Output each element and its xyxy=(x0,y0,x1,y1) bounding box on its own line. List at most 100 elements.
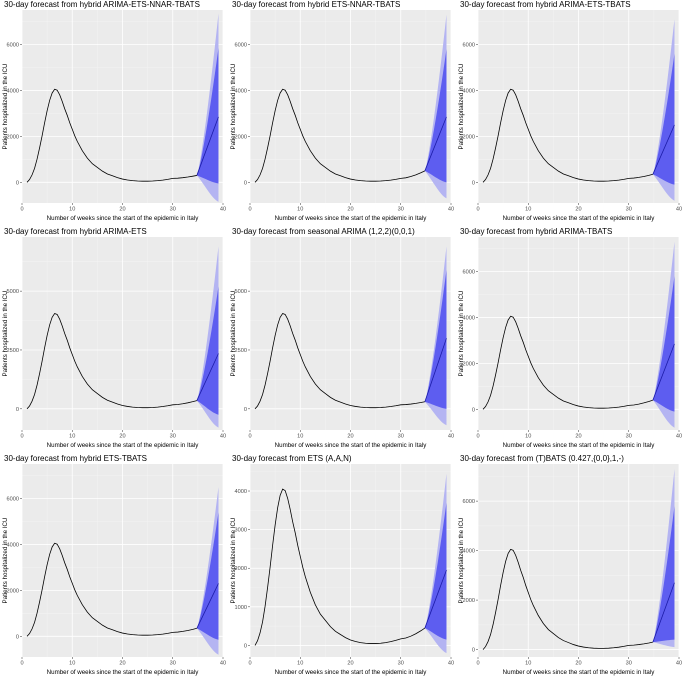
x-tick-label: 20 xyxy=(347,434,353,440)
x-tick-label: 10 xyxy=(297,434,303,440)
y-tick-label: 0 xyxy=(16,180,19,186)
x-tick-label: 0 xyxy=(476,434,479,440)
forecast-plot: 0 10 20 30 40 0 2500 5000 30-day forecast from h… xyxy=(2,227,226,449)
y-tick-label: 4000 xyxy=(235,88,247,94)
forecast-mean-line xyxy=(652,124,675,175)
y-tick-label: 0 xyxy=(244,180,247,186)
x-tick-label: 0 xyxy=(476,661,479,667)
x-tick-label: 40 xyxy=(448,207,454,213)
forecast-plot: 0 10 20 30 40 0 1000 2000 3000 4000 30-day forecas… xyxy=(230,454,454,676)
forecast-panel: 0 10 20 30 40 0 2500 5000 30-day forecast from s… xyxy=(228,227,456,454)
x-tick-label: 20 xyxy=(575,207,581,213)
y-tick-label: 2000 xyxy=(463,134,475,140)
history-line xyxy=(482,548,653,650)
x-axis-label: Number of weeks since the start of the e… xyxy=(275,669,428,676)
forecast-mean-line xyxy=(196,353,219,401)
y-tick-label: 4000 xyxy=(235,489,247,495)
x-tick-label: 10 xyxy=(69,661,75,667)
x-tick-label: 40 xyxy=(220,207,226,213)
x-tick-label: 0 xyxy=(20,661,23,667)
x-tick-label: 30 xyxy=(170,207,176,213)
y-axis-label: Patients hospitalized in the ICU xyxy=(230,64,237,150)
x-tick-label: 40 xyxy=(676,434,682,440)
forecast-panel: 0 10 20 30 40 0 2000 4000 6000 30-day forecast fr… xyxy=(0,0,228,227)
y-tick-label: 4000 xyxy=(463,315,475,321)
forecast-plot: 0 10 20 30 40 0 2500 5000 30-day forecast from s… xyxy=(230,227,454,449)
panel-title: 30-day forecast from (T)BATS (0.427,{0,0… xyxy=(460,454,624,463)
x-tick-label: 40 xyxy=(676,661,682,667)
forecast-plot: 0 10 20 30 40 0 2000 4000 6000 30-day forecast fr… xyxy=(2,0,226,222)
panel-title: 30-day forecast from seasonal ARIMA (1,2… xyxy=(232,227,415,236)
history-line xyxy=(254,488,426,646)
x-axis-label: Number of weeks since the start of the e… xyxy=(275,215,428,222)
x-tick-label: 20 xyxy=(575,661,581,667)
forecast-panel: 0 10 20 30 40 0 2000 4000 6000 30-day forecast fr… xyxy=(228,0,456,227)
x-tick-label: 30 xyxy=(626,207,632,213)
y-tick-label: 4000 xyxy=(7,88,19,94)
panel-title: 30-day forecast from ETS (A,A,N) xyxy=(232,454,352,463)
panel-title: 30-day forecast from hybrid ARIMA-ETS-NN… xyxy=(4,0,200,9)
forecast-plot: 0 10 20 30 40 0 2000 4000 6000 30-day forecast fr… xyxy=(2,454,226,676)
x-tick-label: 0 xyxy=(20,434,23,440)
y-axis-label: Patients hospitalized in the ICU xyxy=(2,64,9,150)
x-tick-label: 20 xyxy=(575,434,581,440)
x-tick-label: 40 xyxy=(220,434,226,440)
ci80-band xyxy=(652,53,675,185)
x-tick-label: 10 xyxy=(297,661,303,667)
x-tick-label: 10 xyxy=(69,434,75,440)
forecast-panel: 0 10 20 30 40 0 1000 2000 3000 4000 30-day forecas… xyxy=(228,454,456,681)
x-tick-label: 0 xyxy=(248,661,251,667)
y-axis-label: Patients hospitalized in the ICU xyxy=(230,518,237,604)
forecast-plot: 0 10 20 30 40 0 2000 4000 6000 30-day forecast fr… xyxy=(458,454,682,676)
x-tick-label: 0 xyxy=(476,207,479,213)
y-tick-label: 5000 xyxy=(7,289,19,295)
y-tick-label: 0 xyxy=(244,643,247,649)
x-tick-label: 40 xyxy=(448,661,454,667)
y-tick-label: 4000 xyxy=(7,542,19,548)
x-axis-label: Number of weeks since the start of the e… xyxy=(47,669,200,676)
y-tick-label: 0 xyxy=(472,180,475,186)
forecast-panel: 0 10 20 30 40 0 2000 4000 6000 30-day forecast fr… xyxy=(456,454,684,681)
x-tick-label: 30 xyxy=(626,434,632,440)
y-tick-label: 2000 xyxy=(7,588,19,594)
y-tick-label: 6000 xyxy=(7,42,19,48)
forecast-mean-line xyxy=(196,116,219,176)
ci80-band xyxy=(652,276,675,412)
x-tick-label: 20 xyxy=(119,661,125,667)
forecast-panel: 0 10 20 30 40 0 2000 4000 6000 30-day forecast fr… xyxy=(0,454,228,681)
y-tick-label: 0 xyxy=(16,634,19,640)
y-axis-label: Patients hospitalized in the ICU xyxy=(230,291,237,377)
y-tick-label: 6000 xyxy=(7,496,19,502)
panel-title: 30-day forecast from hybrid ARIMA-ETS xyxy=(4,227,147,236)
x-axis-label: Number of weeks since the start of the e… xyxy=(503,442,656,449)
y-tick-label: 2500 xyxy=(235,348,247,354)
x-tick-label: 0 xyxy=(248,434,251,440)
x-tick-label: 30 xyxy=(398,661,404,667)
ci80-band xyxy=(424,49,447,183)
x-tick-label: 40 xyxy=(676,207,682,213)
x-tick-label: 30 xyxy=(170,434,176,440)
history-line xyxy=(26,88,197,183)
y-axis-label: Patients hospitalized in the ICU xyxy=(2,518,9,604)
forecast-plot: 0 10 20 30 40 0 2000 4000 6000 30-day forecast fr… xyxy=(458,0,682,222)
forecast-mean-line xyxy=(424,338,447,402)
y-tick-label: 2500 xyxy=(7,348,19,354)
panel-title: 30-day forecast from hybrid ARIMA-ETS-TB… xyxy=(460,0,631,9)
y-tick-label: 4000 xyxy=(463,549,475,555)
y-tick-label: 6000 xyxy=(235,42,247,48)
y-tick-label: 5000 xyxy=(235,289,247,295)
history-line xyxy=(482,315,653,410)
forecast-panel: 0 10 20 30 40 0 2000 4000 6000 30-day forecast fr… xyxy=(456,0,684,227)
history-line xyxy=(254,313,425,410)
forecast-mean-line xyxy=(424,570,447,629)
x-tick-label: 30 xyxy=(398,207,404,213)
panel-title: 30-day forecast from hybrid ETS-NNAR-TBA… xyxy=(232,0,400,9)
x-tick-label: 0 xyxy=(20,207,23,213)
x-tick-label: 10 xyxy=(69,207,75,213)
x-axis-label: Number of weeks since the start of the e… xyxy=(503,669,656,676)
x-tick-label: 40 xyxy=(448,434,454,440)
panel-title: 30-day forecast from hybrid ETS-TBATS xyxy=(4,454,147,463)
y-axis-label: Patients hospitalized in the ICU xyxy=(458,291,465,377)
x-tick-label: 10 xyxy=(525,661,531,667)
